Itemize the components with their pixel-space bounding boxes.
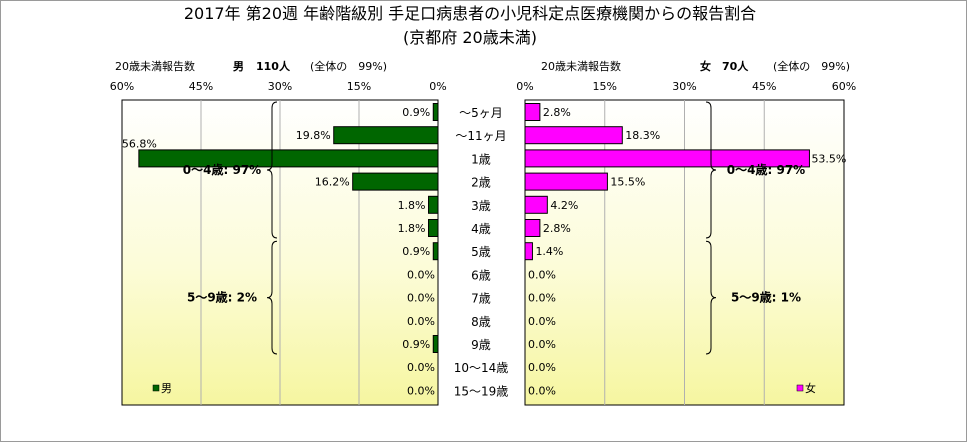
female-tick-label: 60% bbox=[832, 80, 856, 93]
female-header-share: (全体の 99%) bbox=[773, 59, 850, 73]
male-bar bbox=[432, 335, 439, 353]
female-value-label: 0.0% bbox=[528, 338, 556, 351]
female-header-sex: 女 bbox=[700, 59, 711, 73]
age-category-label: 10～14歳 bbox=[454, 361, 509, 375]
male-value-label: 16.2% bbox=[315, 176, 350, 189]
male-legend-swatch bbox=[152, 384, 160, 392]
male-bar bbox=[432, 242, 439, 261]
female-value-label: 0.0% bbox=[528, 268, 556, 281]
female-group-label: 0～4歳: 97% bbox=[727, 162, 805, 177]
age-category-label: 1歳 bbox=[471, 152, 491, 166]
female-tick-label: 15% bbox=[593, 80, 617, 93]
male-bar bbox=[432, 103, 439, 121]
male-bar bbox=[428, 219, 439, 237]
male-legend-label: 男 bbox=[161, 382, 172, 395]
male-header-sex: 男 bbox=[233, 60, 244, 73]
female-bar bbox=[524, 219, 541, 237]
male-value-label: 0.9% bbox=[402, 106, 430, 119]
age-category-label: ～5ヶ月 bbox=[459, 106, 503, 120]
male-bar bbox=[352, 172, 439, 191]
male-header-share: (全体の 99%) bbox=[310, 59, 387, 73]
male-legend: 男 bbox=[152, 382, 172, 395]
male-group-bracket bbox=[266, 101, 278, 239]
female-header-count: 70人 bbox=[722, 59, 749, 73]
female-bar bbox=[524, 172, 608, 191]
female-value-label: 2.8% bbox=[543, 106, 571, 119]
male-group-label: 0～4歳: 97% bbox=[183, 162, 261, 177]
female-header-label: 20歳未満報告数 bbox=[541, 60, 621, 73]
axis-ticks: 60% 45% 30% 15% 0% 0% 15% 30% 45% 60% bbox=[110, 80, 856, 93]
age-category-label: 2歳 bbox=[471, 176, 491, 190]
female-header: 20歳未満報告数 女 70人 (全体の 99%) bbox=[541, 59, 850, 73]
age-category-label: 7歳 bbox=[471, 292, 491, 306]
male-value-label: 0.0% bbox=[407, 292, 435, 305]
female-bar bbox=[524, 242, 533, 261]
male-bar bbox=[428, 195, 439, 214]
female-group-label: 5～9歳: 1% bbox=[731, 290, 801, 305]
female-value-label: 0.0% bbox=[528, 292, 556, 305]
age-category-label: 9歳 bbox=[471, 338, 491, 352]
male-tick-label: 15% bbox=[347, 80, 371, 93]
male-value-label: 0.0% bbox=[407, 384, 435, 397]
female-value-label: 15.5% bbox=[610, 176, 645, 189]
female-tick-label: 30% bbox=[672, 80, 696, 93]
female-bar bbox=[524, 103, 541, 121]
age-category-label: 4歳 bbox=[471, 222, 491, 236]
age-category-label: ～11ヶ月 bbox=[455, 129, 506, 143]
age-group-brackets: 0～4歳: 97% 5～9歳: 2% 0～4歳: 97% 5～9歳: 1% bbox=[183, 101, 805, 355]
male-group-bracket bbox=[266, 240, 278, 355]
male-value-label: 0.0% bbox=[407, 361, 435, 374]
male-header-count: 110人 bbox=[256, 59, 291, 73]
male-tick-label: 45% bbox=[189, 80, 213, 93]
female-value-label: 0.0% bbox=[528, 361, 556, 374]
female-legend-swatch bbox=[796, 384, 804, 392]
age-category-label: 8歳 bbox=[471, 315, 491, 329]
male-tick-label: 30% bbox=[268, 80, 292, 93]
male-value-label: 0.9% bbox=[402, 245, 430, 258]
female-value-label: 0.0% bbox=[528, 384, 556, 397]
age-category-label: 6歳 bbox=[471, 268, 491, 282]
age-category-label: 15～19歳 bbox=[454, 384, 509, 398]
male-value-label: 56.8% bbox=[122, 137, 157, 150]
male-value-label: 0.9% bbox=[402, 338, 430, 351]
bars bbox=[138, 103, 810, 353]
male-bar bbox=[138, 149, 439, 168]
male-value-label: 0.0% bbox=[407, 315, 435, 328]
male-header-label: 20歳未満報告数 bbox=[115, 60, 195, 73]
male-tick-label: 0% bbox=[429, 80, 446, 93]
male-tick-label: 60% bbox=[110, 80, 134, 93]
chart-subtitle: (京都府 20歳未満) bbox=[403, 28, 537, 47]
female-value-label: 18.3% bbox=[625, 129, 660, 142]
female-legend-label: 女 bbox=[805, 381, 816, 395]
female-bar bbox=[524, 149, 810, 168]
male-group-label: 5～9歳: 2% bbox=[187, 290, 257, 305]
female-bar bbox=[524, 195, 548, 214]
male-value-label: 0.0% bbox=[407, 268, 435, 281]
female-tick-label: 45% bbox=[752, 80, 776, 93]
age-category-label: 5歳 bbox=[471, 245, 491, 259]
female-tick-label: 0% bbox=[516, 80, 533, 93]
chart-title: 2017年 第20週 年齢階級別 手足口病患者の小児科定点医療機関からの報告割合 bbox=[184, 4, 756, 23]
male-bar bbox=[333, 126, 439, 145]
female-group-bracket bbox=[705, 101, 717, 239]
age-category-label: 3歳 bbox=[471, 199, 491, 213]
female-group-bracket bbox=[705, 240, 717, 355]
category-labels: ～5ヶ月 ～11ヶ月 1歳 2歳 3歳 4歳 5歳 6歳 7歳 8歳 9歳 10～14歳 15～19歳 bbox=[454, 106, 509, 398]
male-value-label: 1.8% bbox=[398, 199, 426, 212]
female-value-label: 0.0% bbox=[528, 315, 556, 328]
female-value-label: 4.2% bbox=[550, 199, 578, 212]
female-value-label: 53.5% bbox=[811, 152, 846, 165]
female-value-label: 1.4% bbox=[535, 245, 563, 258]
male-value-label: 1.8% bbox=[398, 222, 426, 235]
female-value-label: 2.8% bbox=[543, 222, 571, 235]
female-legend: 女 bbox=[796, 381, 816, 395]
male-header: 20歳未満報告数 男 110人 (全体の 99%) bbox=[115, 59, 387, 73]
female-bar bbox=[524, 126, 623, 145]
value-labels: 0.9% 19.8% 56.8% 16.2% 1.8% 1.8% 0.9% 0.0% 0.0% 0… bbox=[122, 106, 846, 397]
male-value-label: 19.8% bbox=[296, 129, 331, 142]
